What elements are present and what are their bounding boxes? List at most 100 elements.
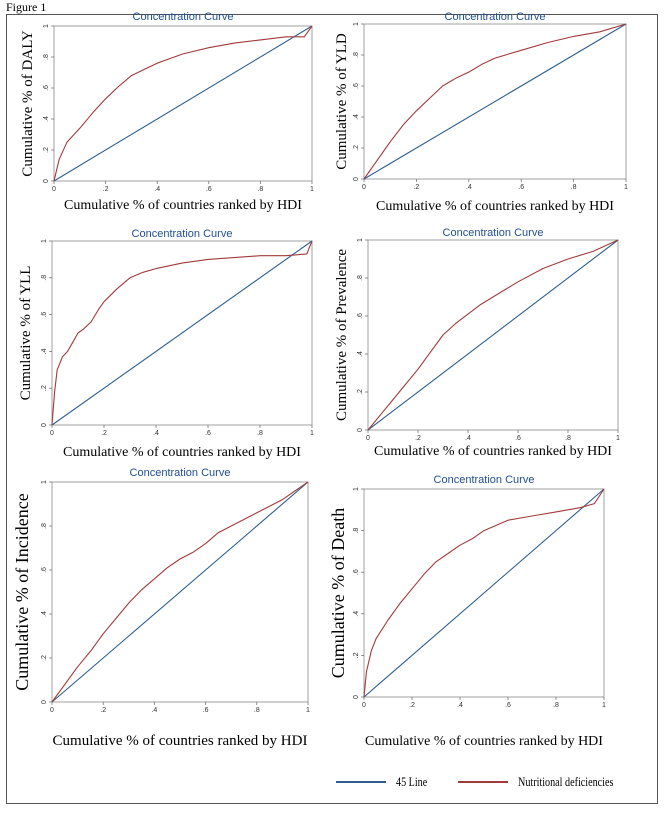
y-tick-label: .8 <box>41 523 48 529</box>
x-tick-label: 1 <box>310 186 314 193</box>
x-axis-label: Cumulative % of countries ranked by HDI <box>365 734 603 749</box>
concentration-curve <box>367 239 619 431</box>
chart-yld: Concentration Curve 0 .2 .4 .6 .8 1 0 .2 .4 .6 .8 1 C… <box>334 11 628 214</box>
legend: 45 Line Nutritional deficiencies <box>336 770 656 794</box>
y-tick-label: 1 <box>353 22 360 26</box>
y-tick-label: .6 <box>353 569 360 575</box>
y-axis-label: Cumulative % of YLL <box>18 266 34 401</box>
x-tick-label: .2 <box>103 186 109 193</box>
x-tick-label: .4 <box>466 184 472 191</box>
x-tick-label: .4 <box>151 707 157 714</box>
x-tick-label: .6 <box>518 184 524 191</box>
y-tick-label: .4 <box>353 611 360 617</box>
y-tick-label: .8 <box>43 54 50 60</box>
x-tick-label: .8 <box>553 702 559 709</box>
y-tick-label: .6 <box>41 312 48 318</box>
y-tick-label: 0 <box>357 428 364 432</box>
y-tick-label: .2 <box>41 655 48 661</box>
y-tick-label: 1 <box>43 24 50 28</box>
y-tick-label: .2 <box>357 389 364 395</box>
legend-swatch-nutritional-deficiencies <box>458 781 508 783</box>
y-tick-label: .8 <box>41 275 48 281</box>
figure-frame <box>6 14 658 804</box>
y-axis-label: Cumulative % of Prevalence <box>334 249 350 421</box>
y-tick-label: .2 <box>43 147 50 153</box>
chart-daly: Concentration Curve 0 .2 .4 .6 .8 1 0 .2 .4 .6 .8 1 C… <box>20 11 314 213</box>
chart-title: Concentration Curve <box>443 227 544 239</box>
x-tick-label: 0 <box>362 184 366 191</box>
x-axis-label: Cumulative % of countries ranked by HDI <box>374 444 612 459</box>
x-tick-label: 0 <box>50 707 54 714</box>
chart-title: Concentration Curve <box>133 11 234 23</box>
x-tick-label: 1 <box>306 707 310 714</box>
y-tick-label: .2 <box>41 385 48 391</box>
y-tick-label: .8 <box>353 52 360 58</box>
chart-yll: Concentration Curve 0 .2 .4 .6 .8 1 0 .2 .4 .6 .8 1 C… <box>18 228 314 460</box>
y-tick-label: 1 <box>41 239 48 243</box>
chart-title: Concentration Curve <box>132 228 233 240</box>
y-tick-label: 1 <box>41 480 48 484</box>
x-axis-label: Cumulative % of countries ranked by HDI <box>64 198 302 213</box>
x-tick-label: .8 <box>257 186 263 193</box>
x-tick-label: .8 <box>565 435 571 442</box>
y-tick-label: 1 <box>353 487 360 491</box>
line-45-degree <box>51 240 313 426</box>
concentration-curve <box>53 25 313 182</box>
line-45-degree <box>363 23 627 180</box>
y-tick-label: .6 <box>41 567 48 573</box>
x-tick-label: 1 <box>310 430 314 437</box>
x-axis-label: Cumulative % of countries ranked by HDI <box>376 199 614 214</box>
y-axis-label: Cumulative % of DALY <box>20 30 36 177</box>
x-tick-label: .4 <box>154 186 160 193</box>
x-tick-label: 1 <box>616 435 620 442</box>
x-tick-label: .8 <box>257 430 263 437</box>
concentration-curve <box>51 240 313 426</box>
x-tick-label: .6 <box>205 430 211 437</box>
y-tick-label: .4 <box>41 611 48 617</box>
y-tick-label: .8 <box>353 528 360 534</box>
y-tick-label: 0 <box>41 423 48 427</box>
x-tick-label: .8 <box>571 184 577 191</box>
legend-item-nutritional-deficiencies: Nutritional deficiencies <box>458 770 640 794</box>
x-axis-label: Cumulative % of countries ranked by HDI <box>53 733 308 749</box>
y-tick-label: .2 <box>353 652 360 658</box>
legend-item-45-line: 45 Line <box>336 770 436 794</box>
x-tick-label: .2 <box>100 707 106 714</box>
legend-swatch-45-line <box>336 781 386 783</box>
legend-label: Nutritional deficiencies <box>518 774 614 789</box>
y-tick-label: 1 <box>357 238 364 242</box>
x-tick-label: 0 <box>50 430 54 437</box>
concentration-curve <box>363 488 605 698</box>
y-tick-label: .6 <box>357 313 364 319</box>
x-tick-label: .2 <box>101 430 107 437</box>
y-tick-label: .6 <box>43 85 50 91</box>
x-tick-label: .6 <box>203 707 209 714</box>
figure-label: Figure 1 <box>6 0 47 14</box>
x-tick-label: .2 <box>409 702 415 709</box>
line-45-degree <box>53 25 313 182</box>
legend-label: 45 Line <box>396 774 428 789</box>
x-tick-label: .4 <box>457 702 463 709</box>
y-tick-label: 0 <box>353 177 360 181</box>
y-tick-label: 0 <box>43 179 50 183</box>
x-tick-label: .6 <box>505 702 511 709</box>
x-tick-label: 1 <box>602 702 606 709</box>
chart-death: Concentration Curve 0 .2 .4 .6 .8 1 0 .2 .4 .6 .8 1 C… <box>328 474 606 749</box>
chart-title: Concentration Curve <box>130 467 231 479</box>
y-tick-label: .8 <box>357 275 364 281</box>
x-tick-label: 0 <box>366 435 370 442</box>
x-tick-label: 0 <box>52 186 56 193</box>
concentration-curve <box>363 23 627 180</box>
x-tick-label: .2 <box>415 435 421 442</box>
y-tick-label: .6 <box>353 83 360 89</box>
y-tick-label: .2 <box>353 145 360 151</box>
y-axis-label: Cumulative % of Death <box>328 508 348 678</box>
x-axis-label: Cumulative % of countries ranked by HDI <box>63 445 301 460</box>
y-tick-label: .4 <box>353 114 360 120</box>
x-tick-label: .2 <box>413 184 419 191</box>
y-axis-label: Cumulative % of YLD <box>334 33 350 170</box>
x-tick-label: .8 <box>254 707 260 714</box>
concentration-curve <box>51 481 309 703</box>
y-tick-label: .4 <box>41 348 48 354</box>
